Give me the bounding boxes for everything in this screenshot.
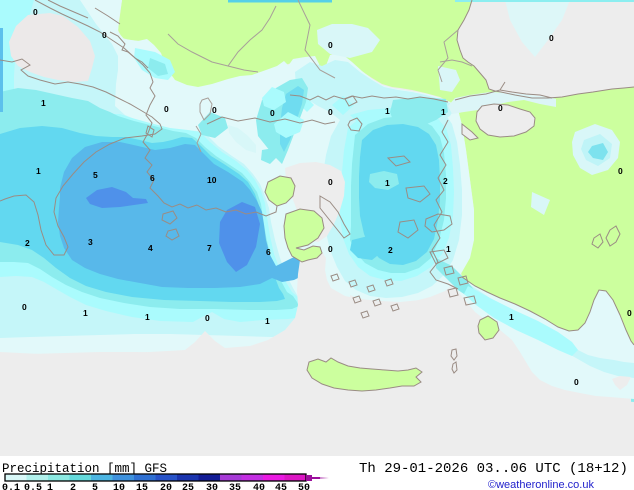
svg-text:2: 2 (25, 238, 30, 248)
svg-text:45: 45 (275, 483, 287, 490)
svg-text:3: 3 (88, 237, 93, 247)
svg-text:4: 4 (148, 243, 153, 253)
svg-text:1: 1 (36, 166, 41, 176)
svg-text:0: 0 (205, 313, 210, 323)
svg-text:1: 1 (47, 483, 53, 490)
svg-text:10: 10 (113, 483, 125, 490)
svg-text:0: 0 (627, 308, 632, 318)
svg-text:0.1: 0.1 (2, 483, 20, 490)
svg-text:0: 0 (328, 107, 333, 117)
svg-text:0: 0 (212, 105, 217, 115)
svg-text:6: 6 (150, 173, 155, 183)
svg-text:10: 10 (207, 175, 217, 185)
svg-text:5: 5 (92, 483, 98, 490)
svg-text:2: 2 (388, 245, 393, 255)
svg-text:20: 20 (160, 483, 172, 490)
svg-text:30: 30 (206, 483, 218, 490)
svg-text:0: 0 (22, 302, 27, 312)
svg-text:40: 40 (253, 483, 265, 490)
svg-text:1: 1 (446, 244, 451, 254)
svg-text:1: 1 (441, 107, 446, 117)
svg-text:0: 0 (618, 166, 623, 176)
svg-text:35: 35 (229, 483, 241, 490)
svg-text:1: 1 (265, 316, 270, 326)
svg-text:50: 50 (298, 483, 310, 490)
svg-text:0: 0 (33, 7, 38, 17)
svg-text:1: 1 (145, 312, 150, 322)
svg-text:0: 0 (164, 104, 169, 114)
svg-text:0: 0 (328, 244, 333, 254)
svg-text:0: 0 (328, 177, 333, 187)
svg-text:0: 0 (574, 377, 579, 387)
svg-text:1: 1 (83, 308, 88, 318)
svg-text:1: 1 (509, 312, 514, 322)
svg-text:0: 0 (270, 108, 275, 118)
svg-text:7: 7 (207, 243, 212, 253)
svg-text:0: 0 (498, 103, 503, 113)
svg-text:25: 25 (182, 483, 194, 490)
svg-text:1: 1 (41, 98, 46, 108)
svg-text:15: 15 (136, 483, 148, 490)
svg-text:Th 29-01-2026 03..06 UTC (18+1: Th 29-01-2026 03..06 UTC (18+12) (359, 461, 628, 477)
svg-text:0: 0 (549, 33, 554, 43)
svg-text:6: 6 (266, 247, 271, 257)
svg-text:1: 1 (385, 178, 390, 188)
svg-text:1: 1 (385, 106, 390, 116)
svg-text:5: 5 (93, 170, 98, 180)
svg-text:0: 0 (102, 30, 107, 40)
svg-text:0.5: 0.5 (24, 483, 42, 490)
svg-text:©weatheronline.co.uk: ©weatheronline.co.uk (488, 479, 594, 490)
svg-text:Precipitation [mm] GFS: Precipitation [mm] GFS (2, 462, 167, 476)
svg-text:2: 2 (70, 483, 76, 490)
svg-text:0: 0 (328, 40, 333, 50)
svg-text:2: 2 (443, 176, 448, 186)
